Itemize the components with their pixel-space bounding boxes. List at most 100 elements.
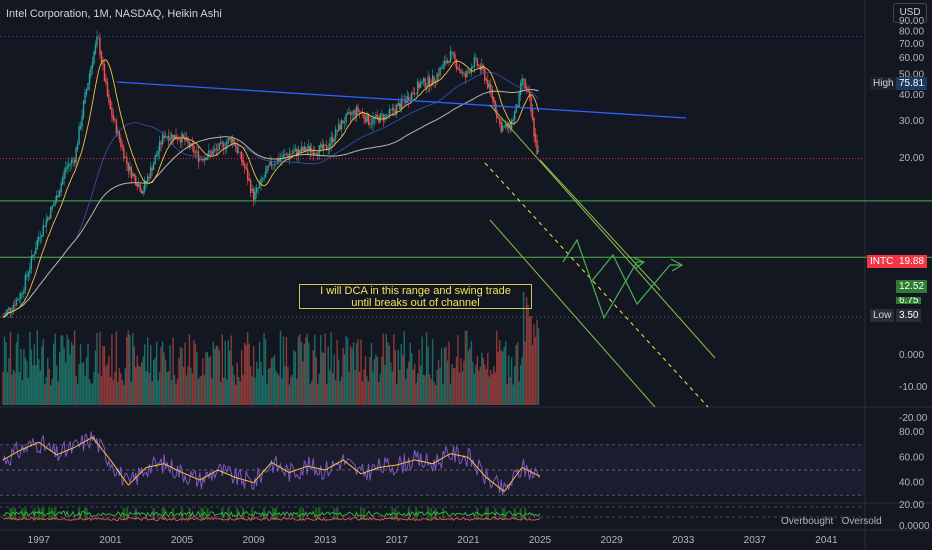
- candle-body: [30, 255, 33, 269]
- candle-body: [346, 112, 349, 116]
- projection-dashed-line: [484, 162, 709, 408]
- candle-body: [472, 66, 474, 69]
- candle-body: [412, 93, 414, 94]
- candle-body: [18, 299, 21, 300]
- volume-bar: [109, 377, 112, 405]
- candle-body: [79, 125, 82, 129]
- volume-bar: [490, 369, 492, 405]
- candle-body: [23, 289, 25, 294]
- volume-bar: [458, 372, 461, 405]
- volume-bar: [211, 378, 213, 405]
- candle-body: [9, 307, 12, 312]
- volume-bar: [416, 373, 419, 405]
- channel-mid-line: [539, 159, 661, 291]
- candle-body: [90, 66, 92, 76]
- candle-body: [206, 156, 209, 160]
- currency-button[interactable]: USD: [893, 3, 927, 23]
- osc-bar: [161, 508, 164, 520]
- volume-bar: [208, 357, 210, 405]
- candle-body: [393, 108, 395, 111]
- candle-body: [76, 143, 79, 150]
- candle-body: [209, 151, 212, 152]
- volume-bar: [249, 366, 252, 405]
- volume-bar: [267, 368, 270, 405]
- volume-bar: [214, 348, 216, 405]
- candle-body: [282, 154, 285, 158]
- candle-body: [155, 154, 158, 157]
- candle-body: [202, 158, 204, 161]
- rsi-line: [2, 431, 541, 496]
- volume-bar: [20, 349, 22, 405]
- candle-body: [194, 151, 197, 153]
- volume-bar: [188, 334, 191, 405]
- swing-projection-a: [562, 238, 643, 320]
- candle-body: [385, 114, 388, 116]
- osc-bar: [362, 508, 366, 520]
- volume-bar: [285, 336, 288, 405]
- volume-bar: [132, 332, 134, 405]
- candle-body: [336, 130, 338, 132]
- volume-bar: [351, 348, 353, 405]
- volume-bar: [117, 382, 119, 405]
- rsi-tick-label: 80.00: [899, 427, 924, 438]
- volume-bar: [21, 380, 24, 405]
- candle-body: [340, 120, 343, 130]
- candle-body: [191, 143, 194, 147]
- oversold-label: Oversold: [841, 516, 882, 527]
- volume-bar: [430, 379, 432, 405]
- osc-bar: [152, 508, 155, 520]
- volume-bar: [41, 346, 43, 405]
- candle-body: [252, 188, 255, 202]
- candle-body: [303, 146, 306, 151]
- volume-bar: [48, 368, 50, 405]
- candle-body: [525, 86, 528, 90]
- candle-body: [17, 299, 19, 301]
- trade-annotation[interactable]: I will DCA in this range and swing trade…: [299, 284, 532, 309]
- volume-bar: [510, 357, 513, 405]
- volume-bar: [61, 335, 64, 405]
- candle-body: [138, 184, 140, 187]
- candle-body: [516, 105, 519, 108]
- volume-bar: [85, 356, 88, 405]
- candle-body: [466, 70, 468, 78]
- volume-bar: [164, 360, 167, 405]
- volume-bar: [487, 352, 489, 405]
- volume-bar: [197, 378, 200, 405]
- volume-bar: [308, 342, 310, 405]
- osc-bar: [9, 508, 12, 520]
- volume-bar: [503, 346, 505, 405]
- candle-body: [105, 78, 107, 83]
- volume-bar: [446, 360, 449, 405]
- volume-bar: [531, 344, 534, 405]
- candle-body: [496, 110, 498, 118]
- osc-bar: [125, 508, 129, 520]
- candle-body: [442, 63, 444, 69]
- candle-body: [42, 224, 44, 236]
- candle-body: [66, 166, 68, 169]
- volume-bar: [396, 384, 398, 405]
- volume-bar: [455, 356, 458, 405]
- time-tick-label: 2029: [600, 535, 623, 546]
- volume-bar: [118, 368, 121, 405]
- candle-body: [487, 80, 489, 89]
- candle-body: [348, 112, 350, 113]
- price-tick-label: 90.00: [899, 16, 924, 27]
- candle-body: [124, 156, 127, 158]
- volume-bar: [227, 340, 229, 405]
- volume-bar: [385, 334, 388, 405]
- volume-bar: [327, 346, 329, 405]
- volume-bar: [454, 368, 456, 405]
- volume-bar: [149, 344, 152, 405]
- candle-body: [451, 52, 453, 53]
- volume-bar: [294, 351, 297, 405]
- volume-bar: [354, 370, 356, 405]
- volume-bar: [415, 383, 417, 405]
- volume-bar: [345, 335, 347, 405]
- volume-bar: [475, 364, 477, 405]
- candle-body: [94, 44, 97, 54]
- volume-bar: [334, 380, 337, 405]
- volume-bar: [378, 382, 380, 405]
- volume-bar: [51, 379, 53, 405]
- volume-bar: [451, 363, 453, 405]
